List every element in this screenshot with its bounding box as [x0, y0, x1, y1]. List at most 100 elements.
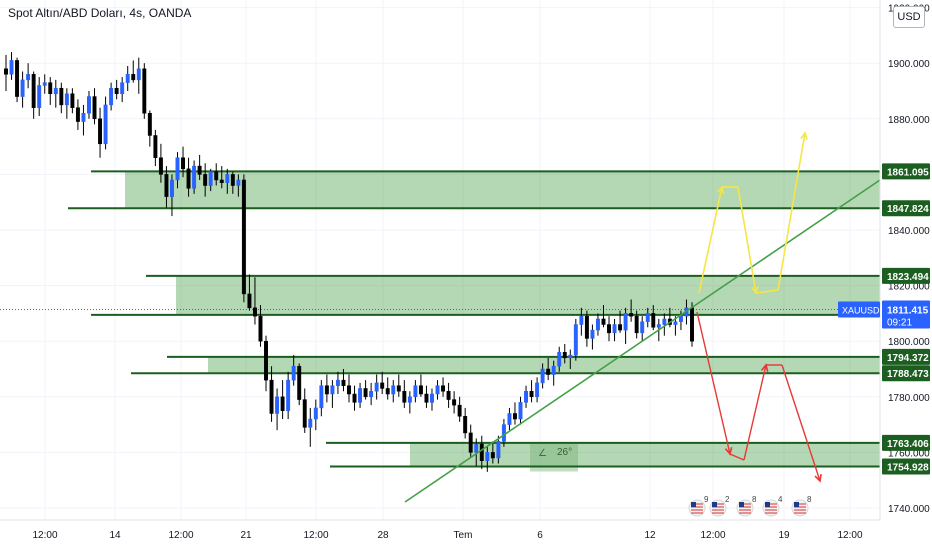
- candle: [358, 382, 363, 408]
- candle-body: [319, 385, 324, 409]
- candle-body: [230, 174, 235, 186]
- candle: [347, 374, 351, 403]
- candle-body: [275, 396, 280, 414]
- candle: [98, 107, 103, 158]
- x-tick-label: 14: [109, 530, 121, 541]
- candle: [557, 346, 562, 372]
- y-tick-label: 1760.000: [888, 448, 930, 459]
- candle-body: [380, 382, 385, 389]
- candle: [330, 380, 335, 408]
- candle: [252, 277, 257, 325]
- candle: [15, 57, 20, 103]
- candle: [313, 399, 318, 431]
- event-badge[interactable]: 8: [736, 495, 757, 517]
- candle-body: [147, 112, 152, 136]
- candle-body: [131, 74, 136, 81]
- candle-body: [446, 390, 451, 400]
- candle: [197, 154, 202, 180]
- candle-body: [158, 157, 163, 175]
- candle-body: [452, 399, 457, 406]
- candle-body: [678, 315, 683, 322]
- candle: [59, 82, 64, 114]
- x-tick-label: 12:00: [168, 530, 193, 541]
- x-tick-label: 19: [778, 530, 790, 541]
- currency-button[interactable]: USD: [893, 6, 925, 28]
- candle: [26, 63, 31, 89]
- candle-body: [15, 60, 20, 97]
- level-tag-label: 1763.406: [887, 439, 929, 450]
- candle: [474, 438, 479, 467]
- candle: [457, 396, 462, 422]
- candle: [413, 380, 418, 403]
- candle-body: [330, 385, 335, 395]
- candle: [9, 52, 14, 80]
- candle-body: [219, 179, 224, 183]
- zone-rect: [176, 275, 880, 315]
- angle-label: 26°: [557, 447, 572, 458]
- candle-body: [501, 424, 506, 442]
- candle: [203, 163, 208, 197]
- candle-body: [507, 413, 512, 425]
- candle-body: [252, 307, 257, 317]
- candle: [186, 157, 191, 197]
- candle: [335, 371, 340, 395]
- candle-body: [435, 385, 440, 395]
- candle-body: [396, 385, 401, 392]
- event-badges[interactable]: 9 2 8 4 8: [688, 495, 812, 517]
- candle: [319, 380, 324, 417]
- level-tag: [882, 365, 930, 382]
- candle: [230, 171, 235, 194]
- candle: [53, 79, 58, 108]
- event-badge[interactable]: 4: [762, 495, 783, 517]
- candle: [579, 307, 584, 336]
- candle: [507, 407, 512, 431]
- candle: [136, 57, 141, 94]
- yellow-path: [737, 186, 757, 294]
- candle-body: [363, 388, 368, 398]
- chart-title: Spot Altın/ABD Doları, 4s, OANDA: [8, 6, 192, 20]
- candle: [208, 168, 213, 192]
- candle-body: [247, 293, 252, 309]
- x-tick-label: 12:00: [837, 530, 862, 541]
- candle: [612, 318, 617, 342]
- yellow-path: [698, 186, 723, 294]
- candle: [629, 299, 634, 322]
- x-tick-label: 12:00: [303, 530, 328, 541]
- candle-body: [391, 385, 396, 395]
- candle-body: [496, 441, 501, 459]
- y-tick-label: 1820.000: [888, 282, 930, 293]
- candle: [573, 318, 578, 361]
- yellow-path: [777, 132, 806, 291]
- candle: [280, 380, 285, 420]
- candle: [153, 129, 158, 167]
- arrow-head: [716, 185, 725, 194]
- x-tick-label: 28: [377, 530, 389, 541]
- event-badge[interactable]: 2: [709, 495, 730, 517]
- flag-canton: [691, 502, 696, 507]
- candle: [435, 380, 440, 400]
- arrow-head: [751, 286, 759, 295]
- event-badge[interactable]: 8: [791, 495, 812, 517]
- candles: [4, 52, 694, 472]
- candle: [396, 374, 401, 397]
- candle-body: [114, 87, 119, 95]
- candle-body: [385, 388, 390, 395]
- price-axis-bg: [880, 0, 932, 520]
- x-tick-label: 12:00: [700, 530, 725, 541]
- candle-body: [524, 390, 528, 403]
- candle: [241, 174, 246, 303]
- candle: [214, 163, 219, 186]
- event-badge[interactable]: 9: [688, 495, 709, 517]
- candle-body: [164, 174, 169, 197]
- candle: [181, 146, 185, 178]
- current-price-label: 1811.415: [887, 305, 929, 316]
- zone-rect: [125, 171, 880, 209]
- candle-body: [402, 390, 407, 403]
- arrow-head: [760, 363, 769, 372]
- level-tag-label: 1794.372: [887, 353, 929, 364]
- candle: [20, 71, 25, 108]
- candle-body: [656, 324, 661, 328]
